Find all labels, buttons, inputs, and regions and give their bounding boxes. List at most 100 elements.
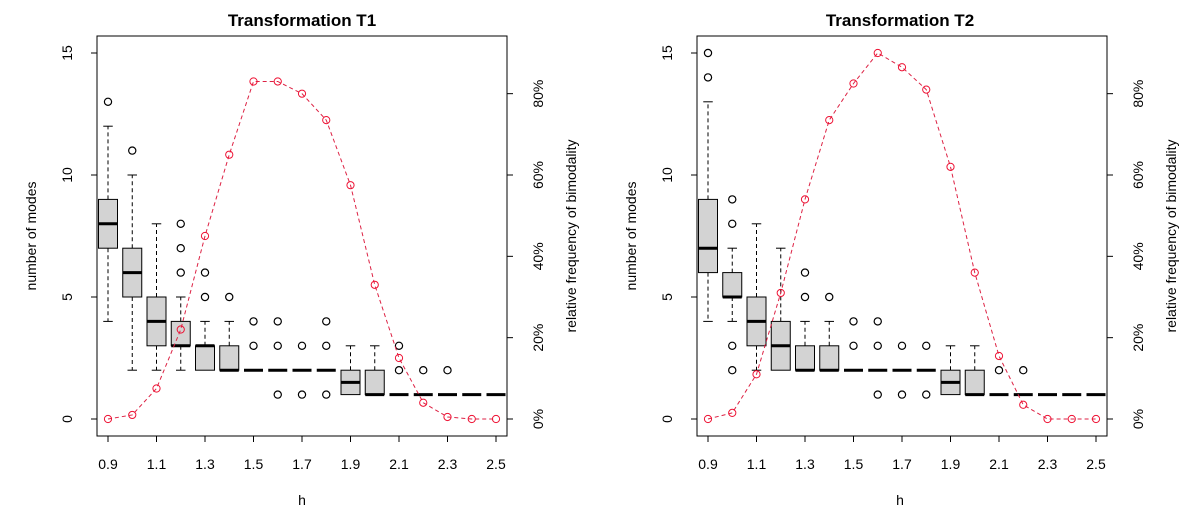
bimodality-point [922, 85, 931, 94]
y-tick-label-left: 15 [659, 45, 675, 61]
y-tick-label-right: 40% [530, 242, 546, 270]
box [819, 345, 840, 371]
x-tick-label: 1.5 [244, 456, 264, 472]
outlier-point [394, 341, 404, 350]
y-tick-label-right: 20% [1130, 324, 1146, 352]
bimodality-point [752, 370, 761, 379]
bimodality-point [443, 412, 452, 422]
outlier-point [897, 390, 907, 399]
box [195, 345, 215, 371]
chart-title: Transformation T2 [826, 11, 974, 30]
outlier-point [873, 390, 882, 399]
bimodality-point [728, 408, 737, 417]
box [795, 345, 815, 371]
bimodality-point [152, 384, 161, 393]
box [964, 369, 985, 396]
y-tick-label-left: 0 [659, 415, 675, 423]
x-tick-label: 0.9 [698, 456, 718, 472]
outlier-point [800, 292, 810, 302]
bimodality-line [107, 80, 496, 420]
outlier-point [322, 341, 331, 350]
bimodality-point [322, 116, 331, 125]
y-tick-label-right: 60% [1130, 161, 1146, 189]
bimodality-point [491, 414, 501, 424]
panel-t2: Transformation T2 h number of modes rela… [623, 11, 1179, 508]
x-tick-label: 2.5 [486, 456, 506, 472]
outlier-point [994, 366, 1004, 375]
x-axis-label: h [896, 492, 904, 508]
bimodality-point [776, 288, 785, 298]
x-tick-label: 1.7 [292, 456, 312, 472]
x-axis-label: h [298, 492, 306, 508]
bimodality-point [394, 353, 404, 363]
x-tick-label: 1.3 [795, 456, 815, 472]
outlier-point [103, 97, 113, 107]
bimodality-point [1019, 400, 1028, 409]
outlier-point [728, 366, 737, 375]
bimodality-point [419, 398, 428, 407]
y-tick-label-right: 0% [530, 409, 546, 429]
x-tick-label: 2.3 [1038, 456, 1058, 472]
bimodality-point [897, 63, 907, 72]
bimodality-point [946, 162, 955, 171]
bimodality-point [970, 268, 979, 277]
y-tick-label-left: 10 [659, 167, 675, 183]
x-tick-label: 1.5 [844, 456, 864, 472]
bimodality-point [346, 181, 355, 190]
outlier-point [1019, 366, 1028, 375]
y-axis-label-left: number of modes [23, 182, 39, 291]
outlier-point [176, 268, 185, 277]
bimodality-point [873, 48, 882, 58]
outlier-point [897, 341, 907, 350]
y-tick-label-left: 10 [59, 167, 75, 183]
x-tick-label: 2.1 [389, 456, 409, 472]
y-axis-label-left: number of modes [623, 182, 639, 291]
x-tick-label: 1.7 [892, 456, 912, 472]
plot-frame [696, 35, 1108, 437]
bimodality-point [800, 195, 810, 204]
bimodality-point [273, 77, 282, 86]
y-tick-label-right: 40% [1130, 242, 1146, 270]
outlier-point [873, 341, 882, 350]
outlier-point [176, 243, 185, 253]
bimodality-point [200, 231, 210, 241]
outlier-point [200, 268, 210, 277]
outlier-point [443, 366, 452, 375]
outlier-point [825, 292, 834, 302]
y-axis-label-right: relative frequency of bimodality [563, 140, 579, 333]
outlier-point [273, 390, 282, 399]
box [219, 345, 240, 371]
bimodality-point [370, 280, 379, 289]
x-tick-label: 2.3 [438, 456, 458, 472]
x-tick-label: 1.1 [747, 456, 767, 472]
box [698, 198, 718, 274]
bimodality-point [1067, 414, 1076, 424]
y-tick-label-left: 5 [59, 293, 75, 301]
bimodality-point [176, 325, 185, 334]
y-tick-label-right: 80% [530, 80, 546, 108]
outlier-point [176, 219, 185, 228]
bimodality-point [1091, 414, 1101, 424]
y-tick-label-left: 5 [659, 293, 675, 301]
y-tick-label-right: 80% [1130, 80, 1146, 108]
y-tick-label-left: 0 [59, 415, 75, 423]
x-tick-label: 2.5 [1086, 456, 1106, 472]
outlier-point [394, 366, 404, 375]
outlier-point [322, 317, 331, 326]
bimodality-point [467, 414, 476, 424]
outlier-point [249, 317, 258, 326]
bimodality-point [994, 351, 1004, 361]
y-axis-label-right: relative frequency of bimodality [1163, 140, 1179, 333]
x-tick-label: 1.1 [147, 456, 167, 472]
outlier-point [849, 341, 858, 350]
y-tick-label-right: 20% [530, 324, 546, 352]
y-tick-label-right: 0% [1130, 409, 1146, 429]
bimodality-point [1043, 414, 1052, 424]
plot-frame [96, 35, 508, 437]
outlier-point [728, 219, 737, 228]
y-tick-label-left: 15 [59, 45, 75, 61]
outlier-point [703, 73, 713, 82]
outlier-point [922, 390, 931, 399]
outlier-point [273, 317, 282, 326]
